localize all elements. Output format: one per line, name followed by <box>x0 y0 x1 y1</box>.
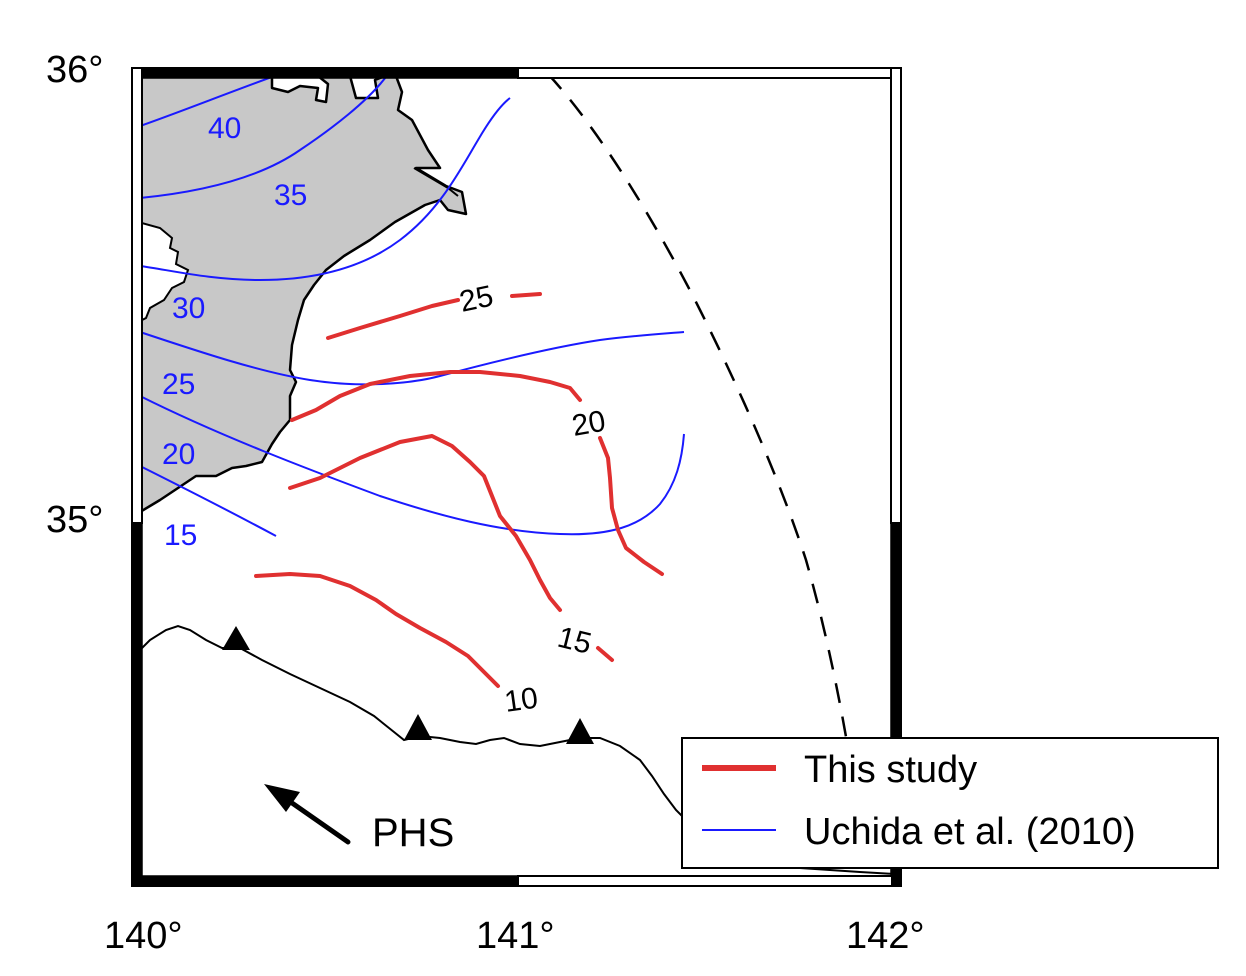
legend: This study Uchida et al. (2010) <box>681 737 1219 869</box>
this-study-contour-25a <box>326 298 460 340</box>
uchida-contours <box>139 74 685 537</box>
map-content: 40 35 30 25 20 15 25 20 15 10 <box>138 74 895 875</box>
this-study-contour-15a <box>288 434 562 612</box>
uchida-label-20: 20 <box>162 438 195 471</box>
uchida-contour-30 <box>139 97 511 282</box>
map-frame <box>131 67 902 887</box>
lon-label-140: 140° <box>104 915 183 957</box>
legend-box <box>681 737 1219 869</box>
phs-label: PHS <box>372 811 454 855</box>
this-study-contour-15b <box>596 646 614 662</box>
phs-arrow <box>264 784 351 845</box>
trench-triangle-1 <box>222 626 250 650</box>
lon-label-142: 142° <box>846 915 925 957</box>
uchida-contour-20 <box>139 395 685 536</box>
this-study-contours <box>254 292 664 688</box>
uchida-label-30: 30 <box>172 292 205 325</box>
uchida-contour-35 <box>139 74 389 199</box>
uchida-contour-15 <box>139 465 277 537</box>
uchida-label-35: 35 <box>274 179 307 212</box>
this-study-label-15: 15 <box>554 621 594 661</box>
uchida-contour-40 <box>139 74 281 127</box>
legend-label-uchida: Uchida et al. (2010) <box>804 811 1136 853</box>
this-study-label-25: 25 <box>457 280 497 319</box>
uchida-label-25: 25 <box>162 368 195 401</box>
this-study-label-10: 10 <box>502 682 540 719</box>
this-study-contour-20b <box>598 436 664 576</box>
trench-triangle-2 <box>404 714 432 740</box>
lon-label-141: 141° <box>476 915 555 957</box>
trench-triangle-3 <box>566 718 594 744</box>
legend-label-this-study: This study <box>804 749 977 791</box>
uchida-label-40: 40 <box>208 112 241 145</box>
this-study-contour-10 <box>254 572 500 688</box>
this-study-contour-25b <box>510 292 542 298</box>
uchida-contour-25 <box>139 331 685 386</box>
uchida-label-15: 15 <box>164 519 197 552</box>
lat-label-35: 35° <box>46 499 103 541</box>
tokyo-bay-inlet <box>138 220 190 324</box>
lat-label-36: 36° <box>46 49 103 91</box>
this-study-label-20: 20 <box>569 405 608 443</box>
dashed-boundary <box>547 74 852 761</box>
this-study-contour-20a <box>290 370 582 422</box>
